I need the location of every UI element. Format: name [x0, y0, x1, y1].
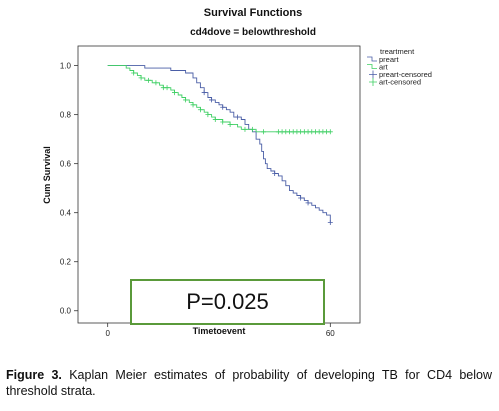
censored-marker-art — [197, 107, 203, 113]
p-value-text: P=0.025 — [186, 289, 269, 314]
legend-title: treartment — [380, 47, 415, 56]
x-axis-label: Timetoevent — [193, 326, 246, 336]
censored-marker-art — [261, 129, 267, 135]
legend-entry: art — [379, 63, 389, 72]
censored-marker-art — [220, 119, 226, 125]
survival-chart: Survival Functions cd4dove = belowthresh… — [42, 7, 432, 338]
censored-marker-art — [183, 97, 189, 103]
censored-marker-art — [190, 102, 196, 108]
y-tick-label: 1.0 — [60, 62, 72, 71]
censored-marker-art — [164, 85, 170, 91]
y-axis-label: Cum Survival — [42, 146, 52, 204]
censored-marker-preart — [209, 97, 215, 103]
censored-marker-art — [171, 90, 177, 96]
legend-swatch — [369, 78, 377, 86]
series-group — [107, 65, 333, 225]
legend-swatch — [367, 56, 377, 62]
x-tick-label: 0 — [105, 329, 110, 338]
legend-entry: preart — [379, 55, 400, 64]
legend: treartment preartartpreart-censoredart-c… — [367, 47, 432, 87]
caption-text: Kaplan Meier estimates of probability of… — [6, 368, 492, 398]
legend-swatch — [369, 70, 377, 79]
censored-marker-preart — [201, 90, 207, 96]
censored-marker-art — [205, 112, 211, 118]
censored-marker-preart — [305, 200, 311, 206]
censored-marker-art — [227, 121, 233, 127]
y-tick-label: 0.4 — [60, 209, 72, 218]
figure-caption: Figure 3. Kaplan Meier estimates of prob… — [6, 367, 492, 399]
y-tick-label: 0.0 — [60, 307, 72, 316]
legend-swatch — [367, 64, 377, 69]
censored-marker-art — [131, 70, 137, 76]
censored-marker-art — [153, 80, 159, 86]
axis-ticks: 0.0 0.2 0.4 0.6 0.8 1.0 0 60 — [60, 62, 335, 338]
y-tick-label: 0.8 — [60, 111, 72, 120]
censored-marker-art — [146, 77, 151, 83]
censored-marker-preart — [327, 219, 333, 225]
censored-marker-art — [242, 126, 248, 132]
censored-marker-art — [212, 117, 218, 123]
censored-marker-art — [327, 129, 333, 135]
y-tick-label: 0.6 — [60, 160, 72, 169]
censored-marker-preart — [235, 114, 241, 120]
caption-label: Figure 3. — [6, 368, 62, 382]
censored-marker-preart — [220, 104, 226, 110]
legend-entry: art-censored — [379, 78, 421, 87]
x-tick-label: 60 — [326, 329, 335, 338]
chart-subtitle: cd4dove = belowthreshold — [190, 27, 316, 38]
censored-marker-art — [249, 126, 255, 132]
censored-marker-art — [138, 75, 144, 81]
censored-marker-preart — [272, 170, 278, 176]
censored-marker-preart — [298, 195, 304, 201]
chart-title: Survival Functions — [204, 7, 302, 19]
legend-entry: preart-censored — [379, 70, 432, 79]
y-tick-label: 0.2 — [60, 258, 72, 267]
series-line-preart — [107, 65, 331, 223]
p-value-box: P=0.025 — [130, 279, 325, 325]
